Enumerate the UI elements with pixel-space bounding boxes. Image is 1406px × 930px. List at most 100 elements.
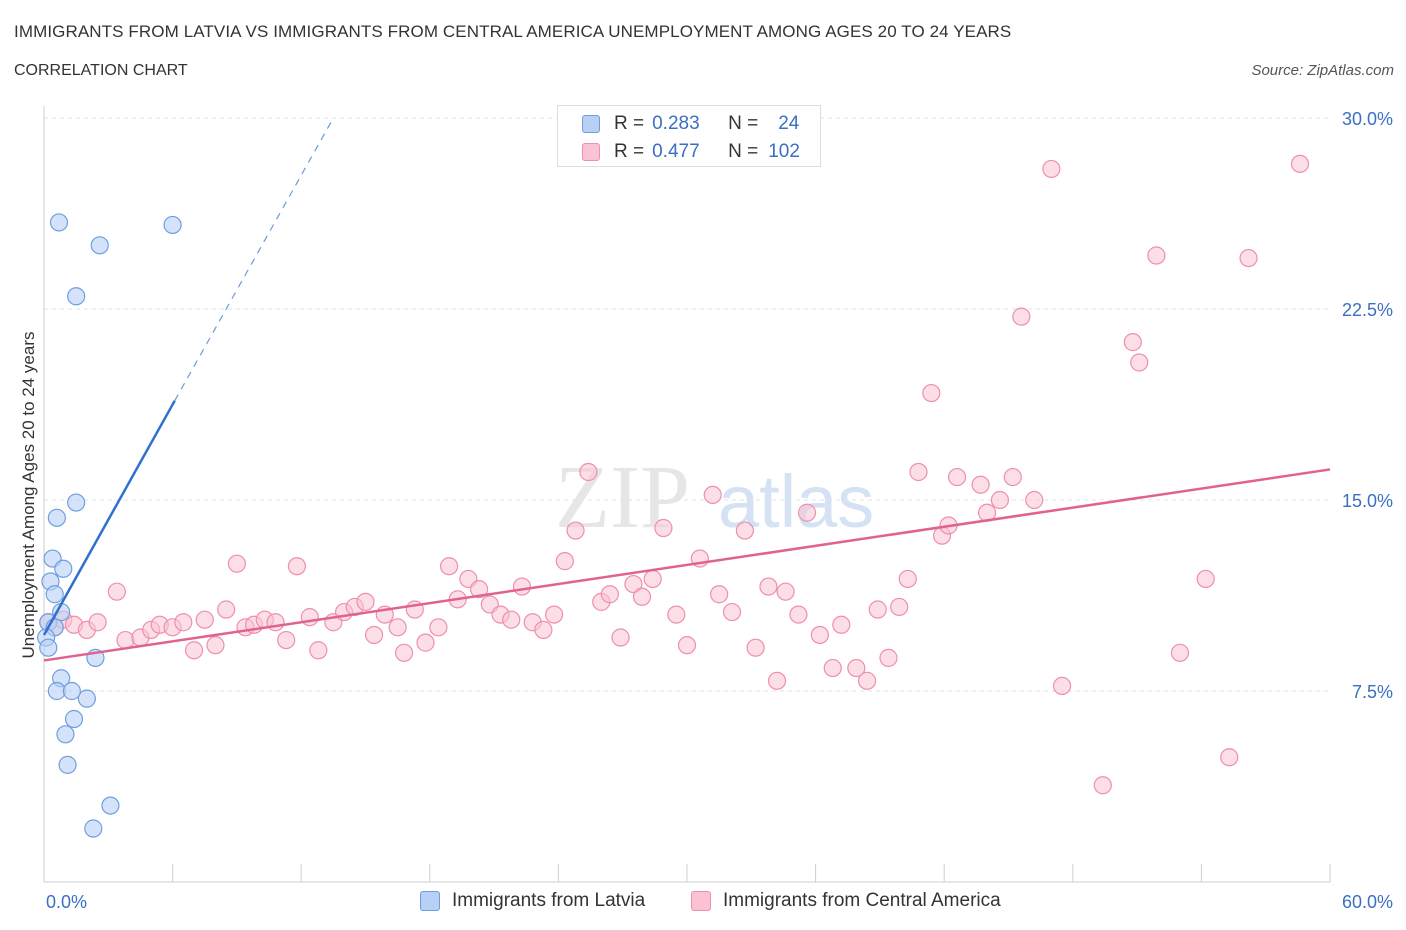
n-value: 102	[768, 141, 800, 162]
latvia-point	[54, 559, 73, 578]
latvia-point	[62, 681, 81, 701]
central-america-point	[722, 602, 742, 622]
central-america-point	[277, 630, 296, 650]
central-america-point	[88, 613, 107, 632]
latvia-point	[163, 215, 182, 235]
central-america-point	[116, 630, 135, 650]
central-america-point	[823, 658, 842, 678]
chart-subtitle: CORRELATION CHART	[14, 62, 188, 79]
latvia-swatch	[582, 115, 600, 133]
central-america-point	[947, 467, 967, 487]
central-america-point	[502, 610, 521, 629]
central-america-point	[195, 610, 214, 629]
source-credit: Source: ZipAtlas.com	[1251, 62, 1394, 79]
central-america-legend-swatch	[691, 891, 711, 911]
central-america-point	[1123, 333, 1142, 352]
central-america-point	[1239, 248, 1258, 268]
r-value: 0.283	[652, 113, 700, 134]
latvia-point	[49, 213, 69, 232]
central-america-point	[545, 605, 564, 624]
central-america-point	[184, 641, 204, 660]
central-america-point	[832, 615, 851, 634]
latvia-point	[101, 796, 120, 815]
y-tick-label: 15.0%	[1342, 491, 1393, 511]
central-america-legend-label: Immigrants from Central America	[723, 890, 1001, 911]
central-america-point	[898, 569, 917, 589]
legend-item-central-america: Immigrants from Central America	[691, 889, 1001, 913]
central-america-point	[1093, 776, 1112, 795]
latvia-trendline-extension	[174, 117, 334, 401]
central-america-point	[309, 641, 328, 660]
n-label: N =	[728, 141, 759, 162]
central-america-point	[429, 618, 448, 637]
central-america-point	[287, 557, 307, 576]
legend-item-latvia: Immigrants from Latvia	[420, 889, 645, 913]
central-america-point	[1147, 246, 1166, 265]
latvia-point	[77, 689, 96, 708]
central-america-point	[1196, 569, 1215, 589]
central-america-point	[1003, 467, 1022, 487]
central-america-point	[797, 503, 817, 522]
central-america-point	[990, 490, 1010, 510]
central-america-point	[879, 648, 898, 667]
n-value: 24	[778, 113, 800, 134]
latvia-legend-swatch	[420, 891, 440, 911]
central-america-point	[107, 582, 126, 601]
central-america-point	[394, 643, 414, 662]
central-america-point	[227, 554, 246, 573]
central-america-swatch	[582, 143, 600, 161]
central-america-point	[469, 580, 489, 599]
latvia-point	[64, 709, 84, 729]
central-america-point	[1052, 676, 1072, 696]
latvia-point	[67, 287, 86, 306]
central-america-point	[971, 475, 990, 494]
y-tick-label: 7.5%	[1352, 682, 1393, 702]
central-america-point	[512, 577, 532, 596]
central-america-point	[1042, 159, 1061, 179]
central-america-point	[356, 592, 375, 611]
central-america-point	[759, 577, 778, 596]
central-america-point	[868, 600, 887, 619]
central-america-point	[654, 518, 673, 538]
latvia-point	[39, 638, 58, 657]
chart-title: IMMIGRANTS FROM LATVIA VS IMMIGRANTS FRO…	[14, 22, 1012, 41]
central-america-point	[746, 638, 765, 657]
x-tick-label-max: 60.0%	[1342, 892, 1393, 912]
central-america-point	[174, 613, 193, 632]
central-america-point	[624, 574, 643, 594]
r-value: 0.477	[652, 141, 700, 162]
central-america-point	[1170, 643, 1190, 662]
latvia-point	[90, 236, 109, 255]
latvia-trendline	[42, 400, 176, 636]
central-america-point	[416, 633, 435, 652]
central-america-point	[890, 597, 909, 617]
latvia-point	[58, 755, 77, 774]
central-america-point	[1220, 748, 1239, 767]
central-america-point	[566, 521, 585, 540]
central-america-point	[789, 605, 808, 624]
central-america-point	[857, 671, 877, 690]
latvia-point	[47, 508, 66, 527]
x-tick-label-min: 0.0%	[46, 892, 87, 912]
stats-legend: R = 0.283 N = 24 R = 0.477 N = 102	[557, 105, 821, 167]
central-america-point	[632, 587, 652, 606]
r-label: R =	[614, 141, 645, 162]
central-america-point	[217, 600, 236, 619]
latvia-legend-label: Immigrants from Latvia	[452, 890, 646, 911]
central-america-point	[1012, 307, 1031, 326]
central-america-trendline	[43, 468, 1331, 662]
central-america-point	[909, 462, 928, 482]
y-tick-label: 22.5%	[1342, 300, 1393, 320]
central-america-point	[1025, 490, 1044, 510]
latvia-point	[56, 725, 75, 744]
stats-legend-row-central-america: R = 0.477 N = 102	[582, 140, 800, 164]
n-label: N =	[728, 113, 759, 134]
central-america-point	[579, 462, 598, 482]
central-america-point	[1290, 154, 1310, 173]
central-america-point	[922, 383, 941, 403]
central-america-point	[534, 620, 553, 639]
latvia-point	[45, 585, 64, 604]
central-america-point	[776, 582, 795, 601]
latvia-point	[67, 493, 86, 512]
central-america-point	[643, 569, 662, 589]
